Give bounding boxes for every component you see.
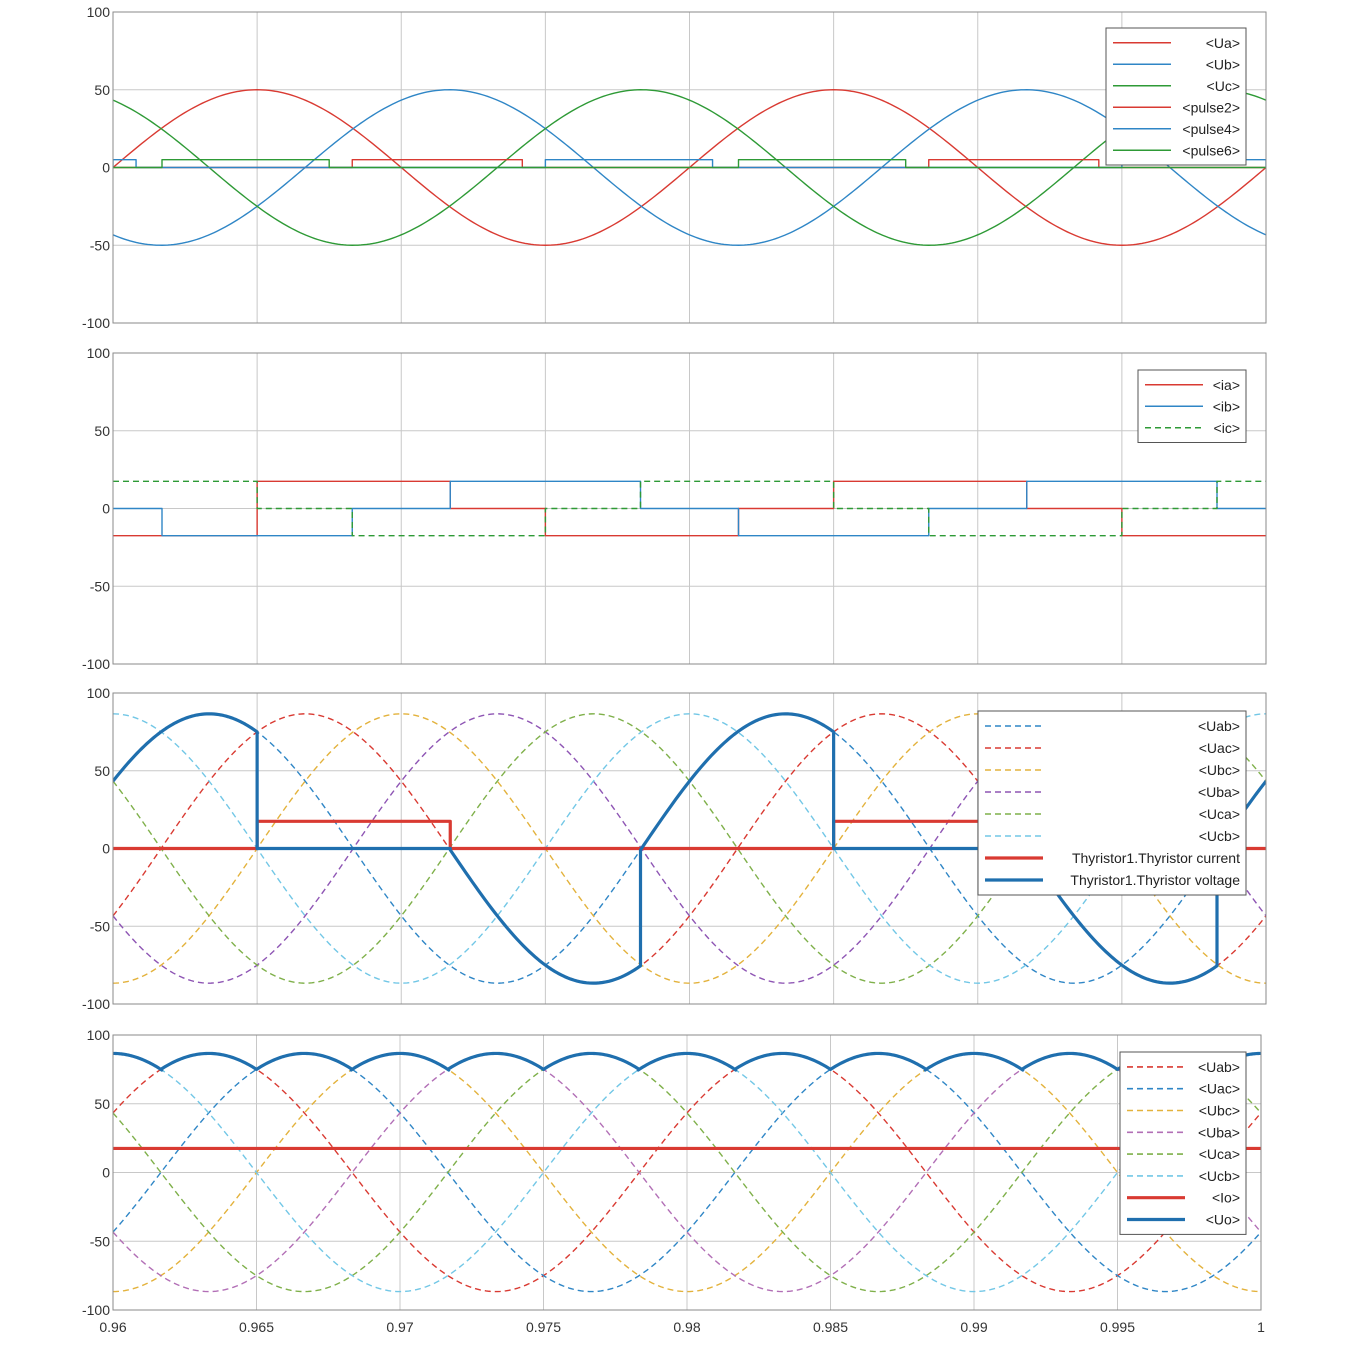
x-tick-label: 0.98 bbox=[673, 1319, 700, 1335]
legend: <Ua> <Ub> <Uc> <pulse2> <pulse4> <pulse6> bbox=[1105, 27, 1247, 166]
legend-entry: <Uab> bbox=[1198, 1059, 1240, 1075]
series-line bbox=[113, 1052, 1261, 1293]
y-tick-label: 0 bbox=[102, 501, 110, 517]
legend-box bbox=[977, 710, 1247, 896]
legend-entry: <Uc> bbox=[1207, 78, 1240, 94]
axes-frame bbox=[112, 352, 1267, 665]
y-tick-label: -100 bbox=[82, 315, 110, 331]
x-tick-label: 0.975 bbox=[526, 1319, 561, 1335]
y-tick-label: -50 bbox=[90, 1233, 110, 1249]
legend-entry: <ia> bbox=[1213, 377, 1240, 393]
x-tick-label: 1 bbox=[1257, 1319, 1265, 1335]
x-tick-label: 0.985 bbox=[813, 1319, 848, 1335]
plot-panel-2: 100 50 0 -50 -100 <ia> <ib> <ic> bbox=[82, 345, 1267, 672]
legend-entry: <Io> bbox=[1212, 1190, 1240, 1206]
series-line bbox=[113, 159, 1266, 169]
legend-entry: Thyristor1.Thyristor voltage bbox=[1070, 872, 1240, 888]
y-tick-label: 100 bbox=[87, 4, 111, 20]
series-group bbox=[113, 480, 1266, 537]
legend: <ia> <ib> <ic> bbox=[1137, 369, 1247, 443]
y-tick-label: 50 bbox=[94, 82, 110, 98]
legend-entry: <Ubc> bbox=[1199, 762, 1240, 778]
legend-box bbox=[1119, 1051, 1247, 1235]
legend-entry: <Ua> bbox=[1206, 35, 1240, 51]
legend-entry: <Uba> bbox=[1198, 784, 1240, 800]
y-tick-label: -100 bbox=[82, 656, 110, 672]
x-tick-label: 0.995 bbox=[1100, 1319, 1135, 1335]
y-tick-label: 100 bbox=[87, 1027, 111, 1043]
y-tick-label: -50 bbox=[90, 237, 110, 253]
axes-frame bbox=[112, 1034, 1262, 1311]
axes-frame bbox=[112, 692, 1267, 1005]
y-tick-label: -100 bbox=[82, 996, 110, 1012]
y-tick-label: 100 bbox=[87, 345, 111, 361]
y-tick-label: 0 bbox=[102, 1165, 110, 1181]
y-tick-label: 100 bbox=[87, 685, 111, 701]
series-group bbox=[113, 1051, 1261, 1293]
series-line bbox=[113, 1052, 1261, 1293]
y-tick-label: 0 bbox=[102, 841, 110, 857]
y-tick-label: -50 bbox=[90, 918, 110, 934]
legend-entry: <Uca> bbox=[1199, 806, 1240, 822]
series-line bbox=[113, 1052, 1261, 1293]
legend-entry: <Uac> bbox=[1199, 1081, 1240, 1097]
y-tick-label: 0 bbox=[102, 160, 110, 176]
legend: <Uab> <Uac> <Ubc> <Uba> <Uca> <Ucb> Thyristor1… bbox=[977, 710, 1247, 896]
plot-panel-3: 100500-50-100<Uab><Uac><Ubc><Uba><Uca><U… bbox=[82, 685, 1267, 1012]
y-tick-label: -50 bbox=[90, 578, 110, 594]
legend-entry: <Uba> bbox=[1198, 1124, 1240, 1140]
legend-entry: <ib> bbox=[1213, 398, 1240, 414]
legend-entry: <Ucb> bbox=[1199, 1168, 1240, 1184]
legend-entry: <Uo> bbox=[1206, 1212, 1240, 1228]
y-tick-label: 50 bbox=[94, 423, 110, 439]
x-tick-label: 0.96 bbox=[99, 1319, 126, 1335]
legend-entry: <ic> bbox=[1214, 420, 1240, 436]
x-tick-label: 0.99 bbox=[960, 1319, 987, 1335]
y-tick-label: 50 bbox=[94, 1096, 110, 1112]
y-tick-label: -100 bbox=[82, 1302, 110, 1318]
series-line bbox=[113, 480, 1266, 537]
x-tick-label: 0.965 bbox=[239, 1319, 274, 1335]
legend-entry: <pulse4> bbox=[1182, 121, 1240, 137]
series-line bbox=[113, 1051, 1261, 1072]
legend-entry: <Ub> bbox=[1206, 56, 1240, 72]
axes-frame bbox=[112, 11, 1267, 324]
plot-panel-1: 100 50 0 -50 -100 <Ua> <Ub> <Uc> <pulse2> <pulse4… bbox=[82, 4, 1267, 331]
series-line bbox=[113, 712, 1266, 985]
legend-entry: <pulse6> bbox=[1182, 142, 1240, 158]
legend: <Uab> <Uac> <Ubc> <Uba> <Uca> <Ucb> <Io> <Uo> bbox=[1119, 1051, 1247, 1235]
legend-entry: <Uca> bbox=[1199, 1146, 1240, 1162]
legend-entry: <Uac> bbox=[1199, 740, 1240, 756]
legend-entry: <Ubc> bbox=[1199, 1103, 1240, 1119]
legend-box bbox=[1105, 27, 1247, 166]
legend-entry: <Ucb> bbox=[1199, 828, 1240, 844]
legend-entry: Thyristor1.Thyristor current bbox=[1072, 850, 1240, 866]
legend-entry: <pulse2> bbox=[1182, 99, 1240, 115]
series-line bbox=[113, 480, 1266, 537]
x-tick-label: 0.97 bbox=[386, 1319, 413, 1335]
y-tick-label: 50 bbox=[94, 763, 110, 779]
legend-entry: <Uab> bbox=[1198, 718, 1240, 734]
